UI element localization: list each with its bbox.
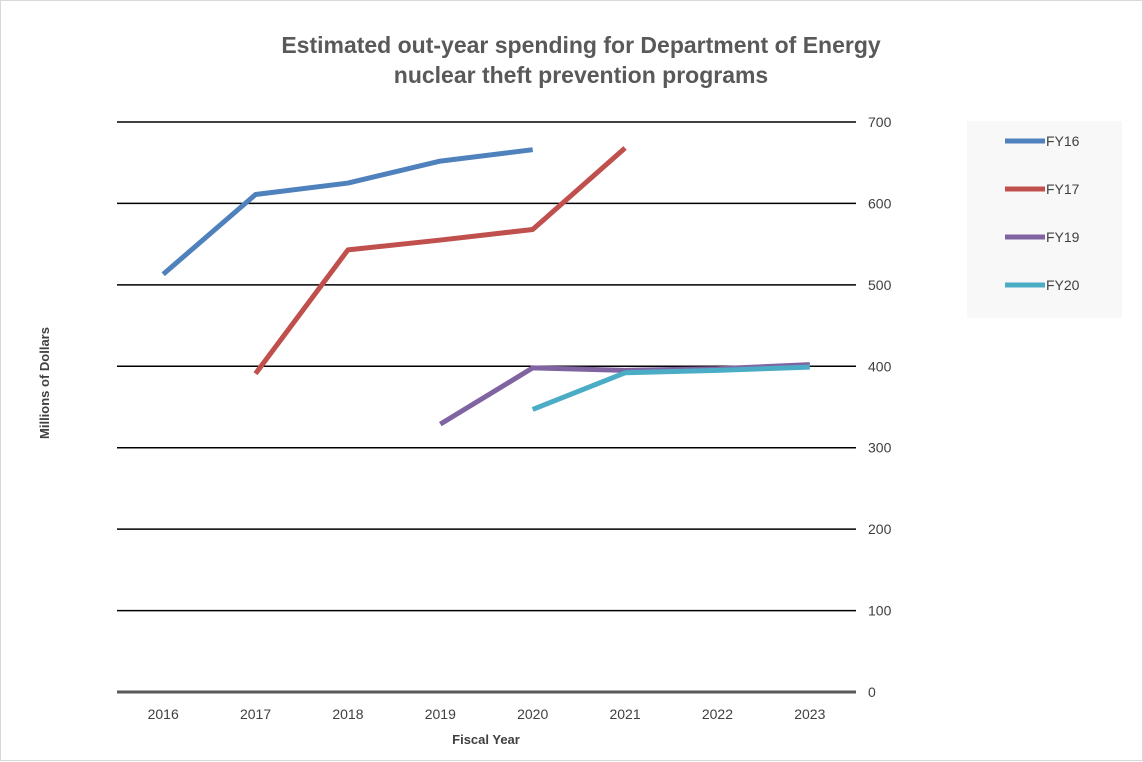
y-tick-label: 500 [868, 277, 892, 293]
y-tick-label: 400 [868, 358, 892, 374]
y-tick-label: 0 [868, 684, 876, 700]
x-tick-label: 2021 [609, 706, 640, 722]
y-axis-title: Millions of Dollars [37, 327, 52, 439]
legend-label-fy19: FY19 [1046, 229, 1080, 245]
x-tick-label: 2023 [794, 706, 825, 722]
y-tick-label: 100 [868, 603, 892, 619]
legend-box [967, 121, 1122, 318]
y-tick-label: 200 [868, 521, 892, 537]
series-line-fy17 [256, 148, 626, 374]
x-axis-title: Fiscal Year [452, 732, 520, 747]
y-tick-label: 300 [868, 440, 892, 456]
y-tick-label: 600 [868, 195, 892, 211]
x-tick-label: 2019 [425, 706, 456, 722]
series-line-fy20 [533, 367, 810, 409]
legend-label-fy17: FY17 [1046, 181, 1080, 197]
y-axis-tick-labels: 0 100 200 300 400 500 600 700 [868, 114, 892, 700]
gridlines [117, 122, 856, 692]
x-tick-label: 2017 [240, 706, 271, 722]
chart-title-line-1: Estimated out-year spending for Departme… [281, 32, 881, 58]
y-tick-label: 700 [868, 114, 892, 130]
x-tick-label: 2016 [148, 706, 179, 722]
series-line-fy16 [163, 150, 533, 275]
x-tick-label: 2018 [332, 706, 363, 722]
x-tick-label: 2020 [517, 706, 548, 722]
x-axis-tick-labels: 2016 2017 2018 2019 2020 2021 2022 2023 [148, 706, 826, 722]
series-lines [163, 148, 810, 424]
x-tick-label: 2022 [702, 706, 733, 722]
legend-label-fy20: FY20 [1046, 277, 1080, 293]
legend-label-fy16: FY16 [1046, 133, 1080, 149]
chart-title-line-2: nuclear theft prevention programs [394, 62, 768, 88]
legend: FY16 FY17 FY19 FY20 [967, 121, 1122, 318]
